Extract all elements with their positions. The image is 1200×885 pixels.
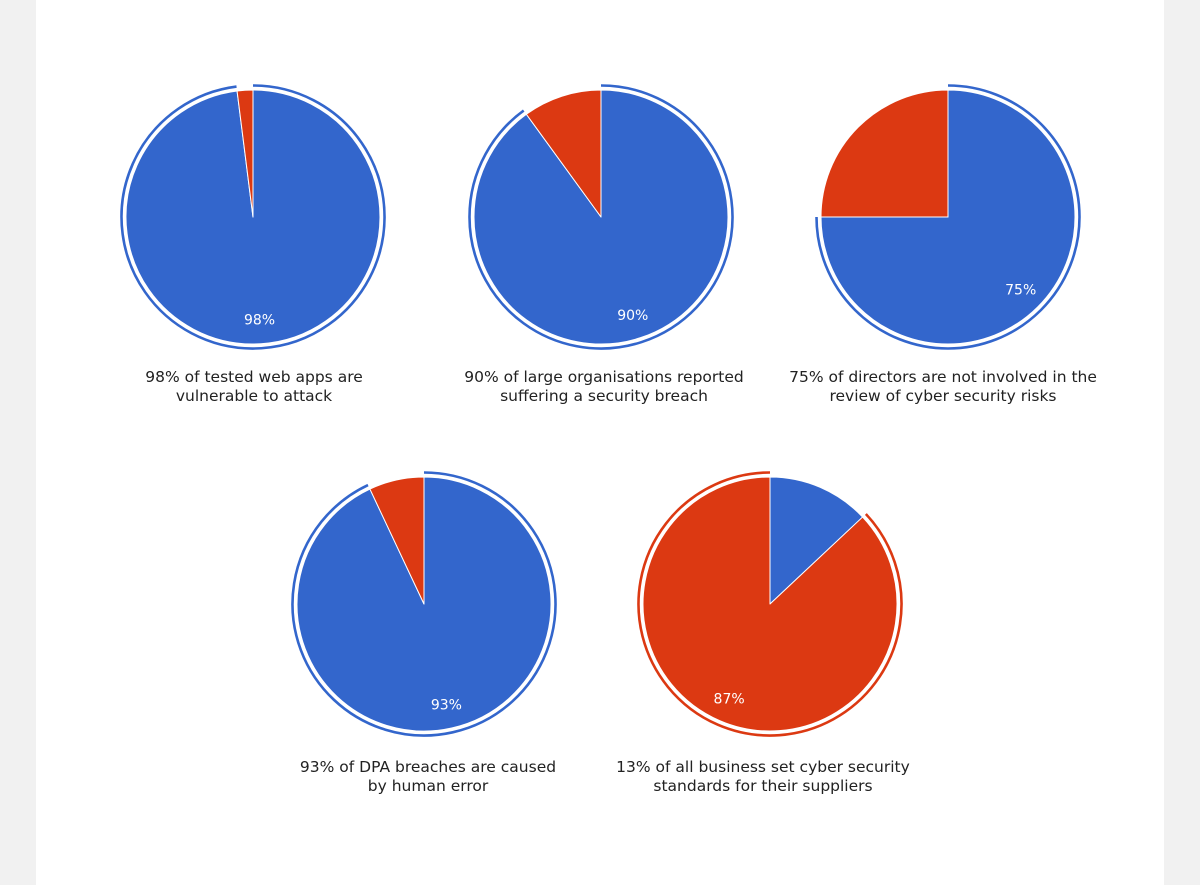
- pie-slice: [820, 89, 1076, 345]
- pie-slice: [820, 89, 949, 218]
- caption-line: 90% of large organisations reported: [464, 368, 744, 386]
- pie-highlight-ring: [815, 84, 1081, 350]
- caption-line: 13% of all business set cyber security: [616, 758, 910, 776]
- pie-slice: [525, 89, 602, 218]
- pie-slice: [236, 89, 254, 218]
- pie-highlight-ring: [637, 471, 903, 737]
- pie-highlight-ring: [120, 84, 386, 350]
- pie-slice-label: 87%: [714, 691, 745, 707]
- pie-slice: [769, 476, 864, 605]
- caption-directors: 75% of directors are not involved in the…: [773, 368, 1113, 406]
- caption-supplier-standards: 13% of all business set cyber security s…: [593, 758, 933, 796]
- pie-slice-label: 93%: [431, 697, 462, 713]
- caption-line: standards for their suppliers: [653, 777, 873, 795]
- pie-slice: [642, 476, 898, 732]
- caption-security-breach: 90% of large organisations reported suff…: [434, 368, 774, 406]
- pie-chart-dpa-breaches: 93%: [291, 471, 557, 737]
- pie-highlight-ring: [468, 84, 734, 350]
- pie-chart-security-breach: 90%: [468, 84, 734, 350]
- caption-web-apps: 98% of tested web apps are vulnerable to…: [84, 368, 424, 406]
- pie-slice-label: 75%: [1005, 283, 1036, 299]
- pie-slice-label: 98%: [244, 313, 275, 329]
- pie-highlight-ring: [291, 471, 557, 737]
- pie-chart-supplier-standards: 87%: [637, 471, 903, 737]
- pie-chart-directors: 75%: [815, 84, 1081, 350]
- pie-slice: [369, 476, 425, 605]
- caption-line: by human error: [367, 777, 489, 795]
- pie-slice-label: 90%: [617, 308, 648, 324]
- caption-line: 93% of DPA breaches are caused: [299, 758, 557, 776]
- caption-line: 75% of directors are not involved in the: [789, 368, 1097, 386]
- pie-chart-web-apps: 98%: [120, 84, 386, 350]
- caption-line: review of cyber security risks: [829, 387, 1057, 405]
- caption-line: vulnerable to attack: [175, 387, 333, 405]
- caption-dpa-breaches: 93% of DPA breaches are caused by human …: [258, 758, 598, 796]
- caption-line: 98% of tested web apps are: [145, 368, 363, 386]
- caption-line: suffering a security breach: [500, 387, 708, 405]
